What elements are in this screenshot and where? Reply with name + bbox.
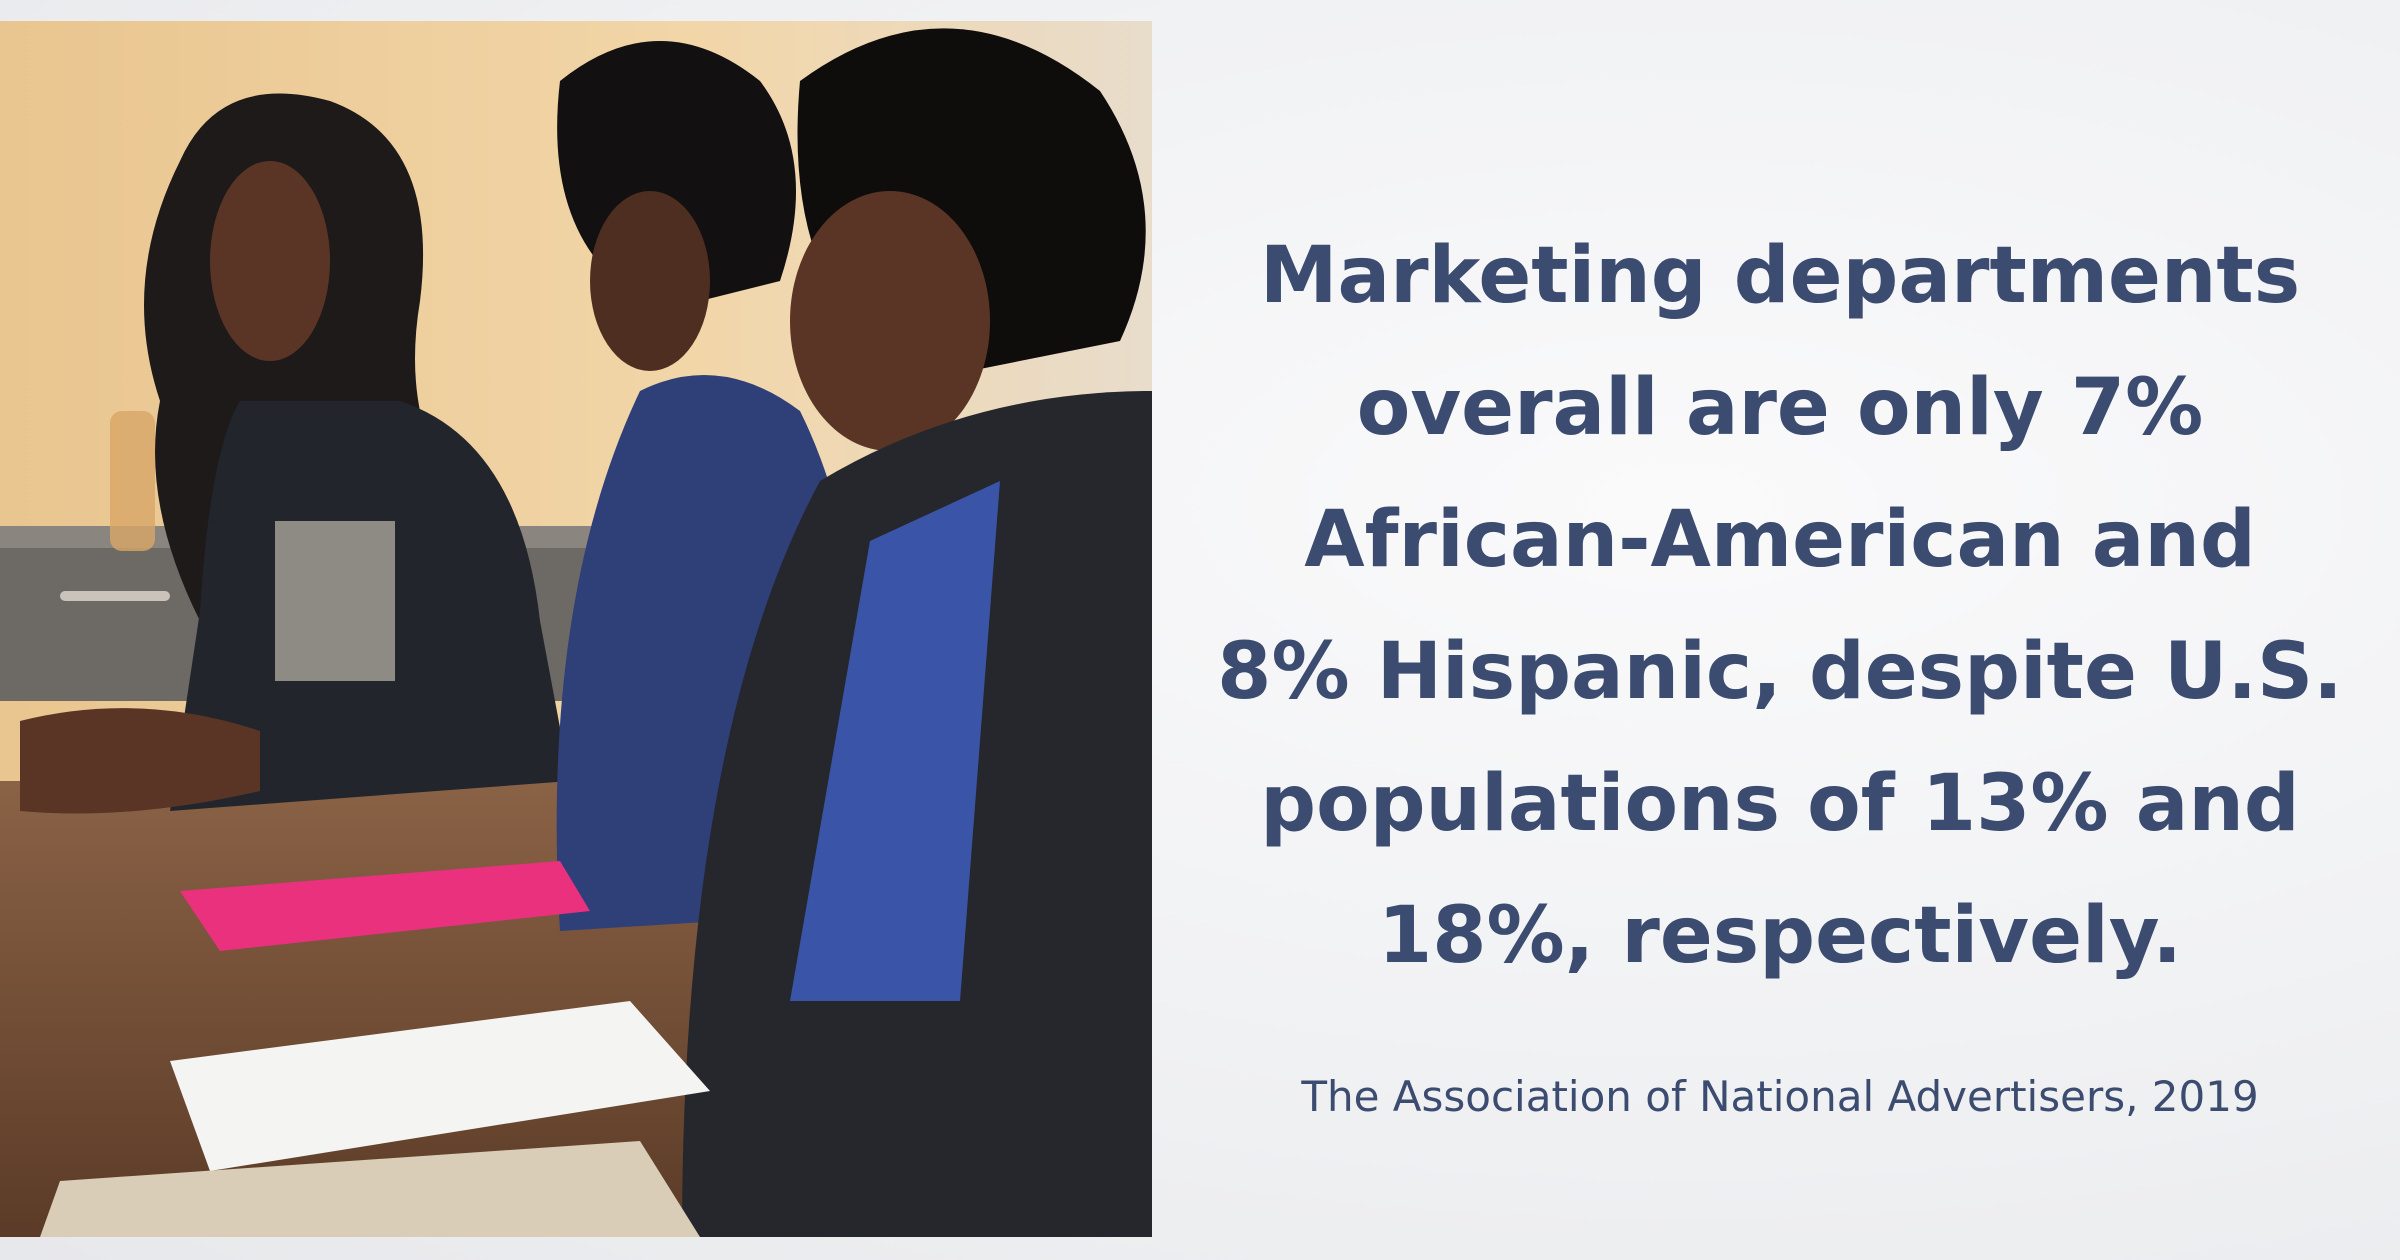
quote: Marketing departments overall are only 7…	[1180, 210, 2380, 1002]
quote-line: populations of 13% and	[1260, 759, 2300, 849]
quote-line: 8% Hispanic, despite U.S.	[1217, 627, 2343, 717]
photo	[0, 21, 1152, 1237]
quote-line: 18%, respectively.	[1377, 891, 2183, 981]
quote-line: African-American and	[1304, 495, 2256, 585]
source: The Association of National Advertisers,…	[1301, 1072, 2259, 1121]
quote-line: Marketing departments	[1259, 231, 2301, 321]
quote-line: overall are only 7%	[1356, 363, 2204, 453]
